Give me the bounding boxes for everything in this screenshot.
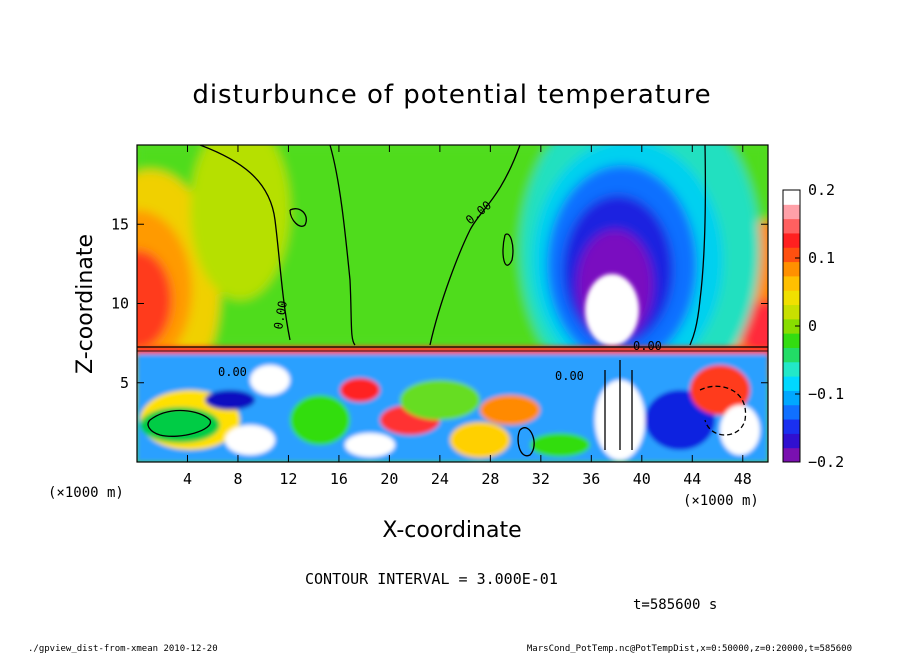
colorbar-tick-label: 0.2 — [808, 181, 835, 199]
y-tick-label: 5 — [120, 374, 129, 392]
colorbar: 0.2 0.1 0 −0.1 −0.2 — [782, 181, 844, 471]
x-tick-label: 24 — [431, 470, 449, 488]
y-tick-label: 10 — [111, 295, 129, 313]
x-tick-label: 4 — [183, 470, 192, 488]
x-tick-label: 28 — [481, 470, 499, 488]
colorbar-segment — [783, 433, 800, 449]
colorbar-segment — [783, 232, 800, 248]
x-tick-label: 40 — [633, 470, 651, 488]
x-tick-label: 44 — [683, 470, 701, 488]
contour-label: 0.00 — [271, 300, 290, 331]
contour-label: 0.00 — [218, 365, 247, 379]
chart-title: disturbunce of potential temperature — [192, 80, 711, 110]
y-axis-label: Z-coordinate — [73, 234, 98, 374]
colorbar-segment — [783, 404, 800, 420]
y-tick-label: 15 — [111, 215, 129, 233]
x-axis-label: X-coordinate — [382, 518, 521, 543]
contour-lines — [137, 145, 768, 457]
plot-area: 0.00 0.00 0.00 0.00 0.00 — [137, 145, 768, 462]
x-tick-label: 8 — [233, 470, 242, 488]
colorbar-segment — [783, 390, 800, 406]
colorbar-segment — [783, 261, 800, 277]
x-axis: 4 8 12 16 20 24 28 32 36 40 44 48 — [183, 145, 752, 488]
colorbar-segment — [783, 190, 800, 205]
contour-label: 0.00 — [555, 369, 584, 383]
contour-interval-note: CONTOUR INTERVAL = 3.000E-01 — [305, 570, 558, 588]
colorbar-segment — [783, 318, 800, 334]
x-tick-label: 36 — [582, 470, 600, 488]
contour-label: 0.00 — [633, 339, 662, 353]
x-tick-label: 12 — [279, 470, 297, 488]
colorbar-segment — [783, 333, 800, 348]
x-tick-label: 48 — [734, 470, 752, 488]
y-axis: 5 10 15 — [111, 215, 768, 392]
colorbar-segment — [783, 376, 800, 391]
x-tick-label: 32 — [532, 470, 550, 488]
footer-right: MarsCond_PotTemp.nc@PotTempDist,x=0:5000… — [527, 644, 852, 654]
colorbar-tick-label: 0.1 — [808, 249, 835, 267]
x-axis-unit: (×1000 m) — [683, 493, 759, 509]
colorbar-segment — [783, 247, 800, 263]
time-label: t=585600 s — [633, 597, 717, 613]
lower-field — [137, 346, 768, 462]
colorbar-segment — [783, 361, 800, 377]
colorbar-segment — [783, 275, 800, 291]
colorbar-segment — [783, 304, 800, 320]
x-tick-label: 20 — [380, 470, 398, 488]
colorbar-segment — [783, 290, 800, 306]
colorbar-segment — [783, 218, 800, 234]
colorbar-tick-label: −0.1 — [808, 385, 844, 403]
colorbar-segment — [783, 419, 800, 434]
colorbar-segment — [783, 447, 800, 463]
colorbar-segment — [783, 204, 800, 220]
footer-left: ./gpview_dist-from-xmean 2010-12-20 — [28, 644, 218, 654]
colorbar-tick-label: 0 — [808, 317, 817, 335]
cold-core — [585, 274, 639, 346]
colorbar-tick-label: −0.2 — [808, 453, 844, 471]
x-tick-label: 16 — [330, 470, 348, 488]
colorbar-segment — [783, 347, 800, 363]
y-axis-unit: (×1000 m) — [48, 485, 124, 501]
